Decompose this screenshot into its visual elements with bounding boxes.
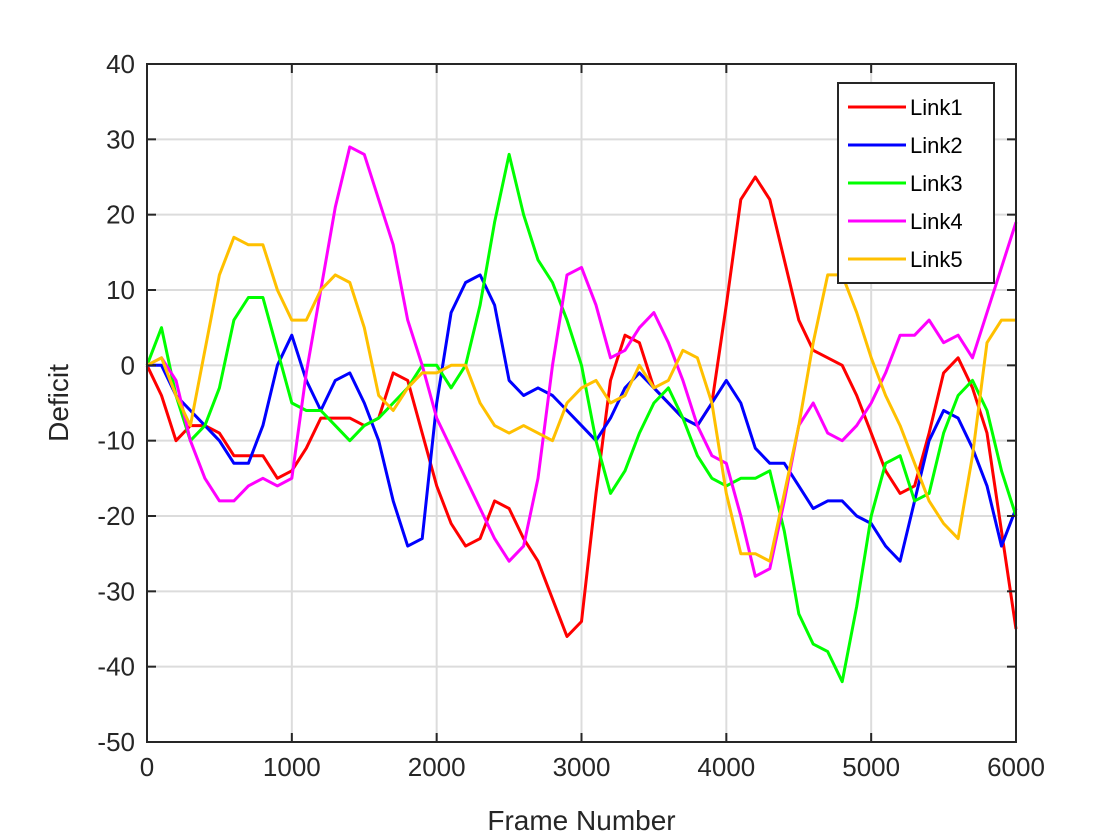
legend-label-4: Link4 — [910, 209, 963, 234]
legend-label-2: Link2 — [910, 133, 963, 158]
x-tick-label: 2000 — [408, 752, 466, 782]
y-axis-label: Deficit — [43, 364, 74, 442]
x-axis-label: Frame Number — [487, 805, 675, 836]
y-tick-label: 30 — [106, 124, 135, 154]
y-tick-label: -40 — [97, 652, 135, 682]
x-tick-label: 4000 — [697, 752, 755, 782]
legend-label-3: Link3 — [910, 171, 963, 196]
tick-labels: 0 1000 2000 3000 4000 5000 6000 -50 -40 -30 -20 -10… — [97, 49, 1045, 782]
series-line-5 — [146, 235, 1016, 563]
series-lines — [145, 145, 1018, 684]
y-tick-label: 0 — [121, 350, 135, 380]
series-line-4 — [146, 145, 1018, 578]
x-tick-label: 3000 — [553, 752, 611, 782]
y-tick-label: -20 — [97, 501, 135, 531]
x-tick-label: 5000 — [842, 752, 900, 782]
x-tick-label: 1000 — [263, 752, 321, 782]
legend-label-1: Link1 — [910, 95, 963, 120]
y-tick-label: 40 — [106, 49, 135, 79]
x-tick-label: 0 — [140, 752, 154, 782]
series-line-3 — [145, 152, 1018, 684]
y-tick-label: -30 — [97, 576, 135, 606]
legend-label-5: Link5 — [910, 247, 963, 272]
axes — [146, 63, 1017, 743]
y-tick-label: -50 — [97, 727, 135, 757]
y-tick-label: 20 — [106, 200, 135, 230]
y-tick-label: 10 — [106, 275, 135, 305]
x-tick-label: 6000 — [987, 752, 1045, 782]
legend: Link1 Link2 Link3 Link4 Link5 — [837, 82, 995, 284]
y-tick-label: -10 — [97, 426, 135, 456]
